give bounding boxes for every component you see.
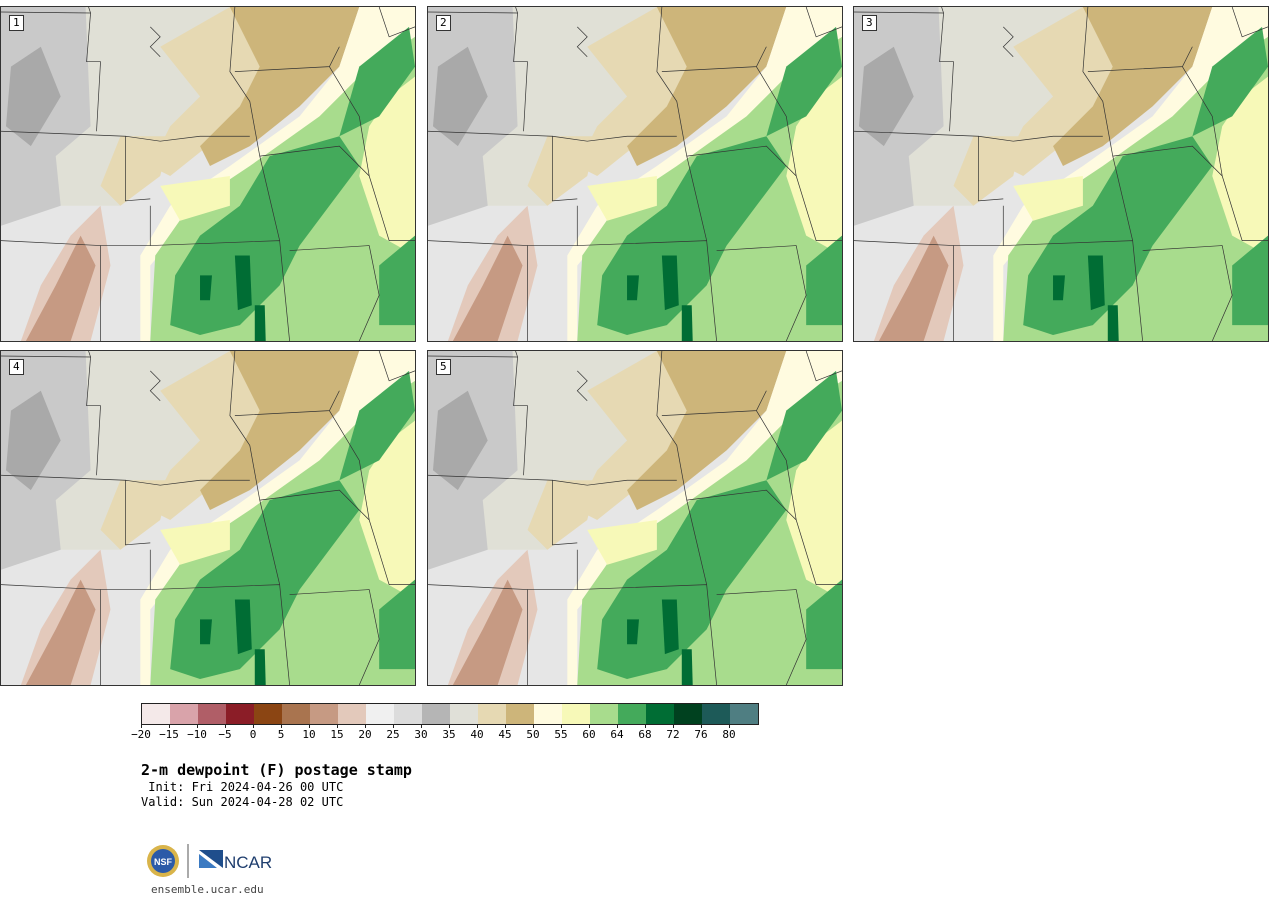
colorbar-tick-label: 15 xyxy=(330,728,344,741)
colorbar-tick-label: −15 xyxy=(159,728,179,741)
colorbar-swatch xyxy=(254,704,282,724)
colorbar-swatch xyxy=(422,704,450,724)
colorbar-tick-label: 76 xyxy=(694,728,708,741)
colorbar-swatch xyxy=(338,704,366,724)
colorbar-tick-label: 50 xyxy=(526,728,540,741)
dewpoint-map xyxy=(428,7,842,341)
dewpoint-map xyxy=(1,351,415,685)
colorbar-swatch xyxy=(142,704,170,724)
colorbar-tick-label: 30 xyxy=(414,728,428,741)
colorbar-tick-label: 10 xyxy=(302,728,316,741)
dewpoint-map xyxy=(854,7,1268,341)
map-panel-5: 5 xyxy=(427,350,843,686)
colorbar-swatch xyxy=(590,704,618,724)
colorbar-swatch xyxy=(674,704,702,724)
ncar-logo-text: NCAR xyxy=(224,853,272,872)
colorbar-swatch xyxy=(562,704,590,724)
colorbar-swatch xyxy=(170,704,198,724)
map-panel-1: 1 xyxy=(0,6,416,342)
panel-label: 2 xyxy=(436,15,451,31)
map-panel-4: 4 xyxy=(0,350,416,686)
colorbar-swatch xyxy=(366,704,394,724)
colorbar-swatch xyxy=(282,704,310,724)
colorbar-tick-label: 40 xyxy=(470,728,484,741)
ncar-logo: NCAR xyxy=(199,850,272,872)
colorbar-tick-label: −5 xyxy=(218,728,232,741)
colorbar-swatch xyxy=(198,704,226,724)
colorbar-tick-label: −10 xyxy=(187,728,207,741)
nsf-logo: NSF xyxy=(147,845,179,877)
panel-label: 1 xyxy=(9,15,24,31)
panel-label: 4 xyxy=(9,359,24,375)
colorbar-tick-label: 72 xyxy=(666,728,680,741)
colorbar-tick-label: 80 xyxy=(722,728,736,741)
panel-label: 5 xyxy=(436,359,451,375)
colorbar-tick-label: 55 xyxy=(554,728,568,741)
colorbar-swatch xyxy=(618,704,646,724)
colorbar-swatch xyxy=(450,704,478,724)
map-panel-2: 2 xyxy=(427,6,843,342)
colorbar-ticks: −20 −15 −10 −5 0 5 10 15 20 25 30 35 40 45 50 55 60 64 68 7… xyxy=(131,728,781,742)
colorbar-swatch xyxy=(394,704,422,724)
chart-title: 2-m dewpoint (F) postage stamp xyxy=(141,761,412,779)
colorbar-tick-label: 64 xyxy=(610,728,624,741)
panel-label: 3 xyxy=(862,15,877,31)
colorbar-tick-label: 20 xyxy=(358,728,372,741)
colorbar-swatch xyxy=(534,704,562,724)
colorbar-tick-label: −20 xyxy=(131,728,151,741)
init-time: Init: Fri 2024-04-26 00 UTC xyxy=(141,780,344,794)
colorbar-swatch xyxy=(646,704,674,724)
colorbar-swatch xyxy=(226,704,254,724)
dewpoint-map xyxy=(1,7,415,341)
colorbar-swatch xyxy=(506,704,534,724)
footer-url: ensemble.ucar.edu xyxy=(151,883,264,896)
colorbar-tick-label: 0 xyxy=(249,728,257,741)
sponsor-logos: NSF NCAR xyxy=(147,844,272,878)
colorbar-tick-label: 45 xyxy=(498,728,512,741)
colorbar xyxy=(141,703,759,725)
colorbar-swatch xyxy=(310,704,338,724)
colorbar-swatch xyxy=(702,704,730,724)
colorbar-tick-label: 5 xyxy=(277,728,285,741)
nsf-logo-text: NSF xyxy=(154,857,173,867)
valid-time: Valid: Sun 2024-04-28 02 UTC xyxy=(141,795,344,809)
colorbar-tick-label: 68 xyxy=(638,728,652,741)
colorbar-swatch xyxy=(730,704,758,724)
colorbar-tick-label: 60 xyxy=(582,728,596,741)
map-panel-3: 3 xyxy=(853,6,1269,342)
colorbar-tick-label: 25 xyxy=(386,728,400,741)
dewpoint-map xyxy=(428,351,842,685)
colorbar-swatch xyxy=(478,704,506,724)
colorbar-tick-label: 35 xyxy=(442,728,456,741)
